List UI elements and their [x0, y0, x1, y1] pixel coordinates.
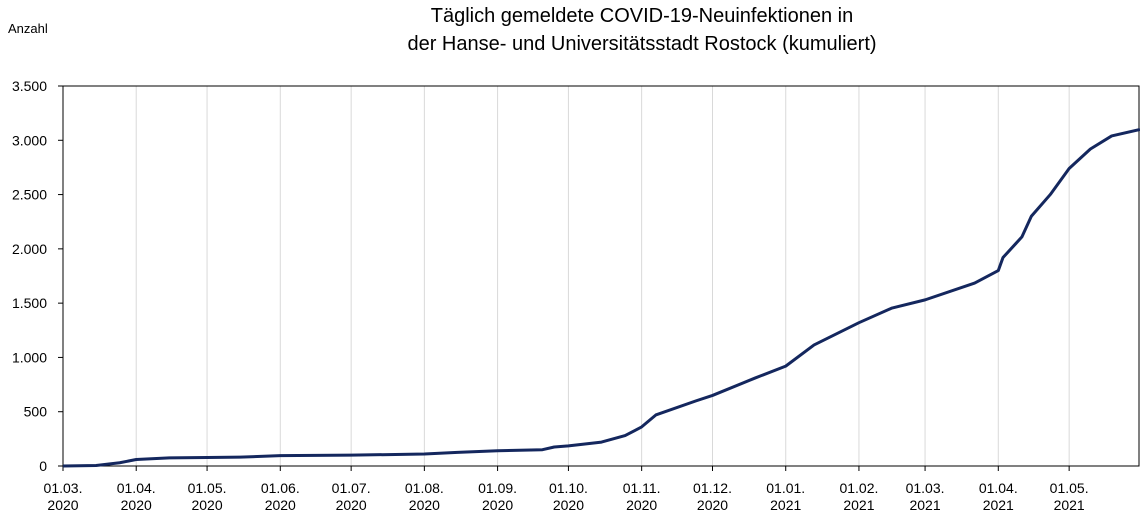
y-tick-label: 1.000	[12, 349, 47, 365]
x-tick-label: 01.04. 2021	[978, 480, 1018, 513]
y-tick-label: 3.500	[12, 78, 47, 94]
x-tick-label: 01.10. 2020	[548, 480, 588, 513]
y-tick-label: 0	[39, 458, 47, 474]
x-tick-label: 01.01. 2021	[766, 480, 806, 513]
y-axis-label: Anzahl	[8, 21, 48, 36]
x-tick-label: 01.06. 2020	[260, 480, 300, 513]
x-tick-label: 01.04. 2020	[116, 480, 156, 513]
x-tick-label: 01.07. 2020	[331, 480, 371, 513]
x-tick-label: 01.02. 2021	[839, 480, 879, 513]
y-tick-label: 2.000	[12, 241, 47, 257]
y-tick-label: 1.500	[12, 295, 47, 311]
x-tick-label: 01.12. 2020	[693, 480, 732, 513]
x-tick-label: 01.05. 2021	[1049, 480, 1089, 513]
plot-frame	[62, 85, 1140, 467]
x-tick-label: 01.05. 2020	[187, 480, 227, 513]
x-tick-label: 01.03. 2021	[905, 480, 945, 513]
y-tick-label: 500	[24, 404, 48, 420]
data-line	[62, 127, 1140, 468]
chart-title: Täglich gemeldete COVID-19-Neuinfektione…	[431, 5, 853, 27]
chart-title: der Hanse- und Universitätsstadt Rostock…	[407, 33, 876, 55]
x-tick-label: 01.11. 2020	[622, 480, 661, 513]
x-tick-label: 01.08. 2020	[404, 480, 444, 513]
y-tick-label: 2.500	[12, 187, 47, 203]
x-tick-label: 01.03. 2020	[43, 480, 83, 513]
x-tick-label: 01.09. 2020	[478, 480, 518, 513]
y-tick-label: 3.000	[12, 132, 47, 148]
